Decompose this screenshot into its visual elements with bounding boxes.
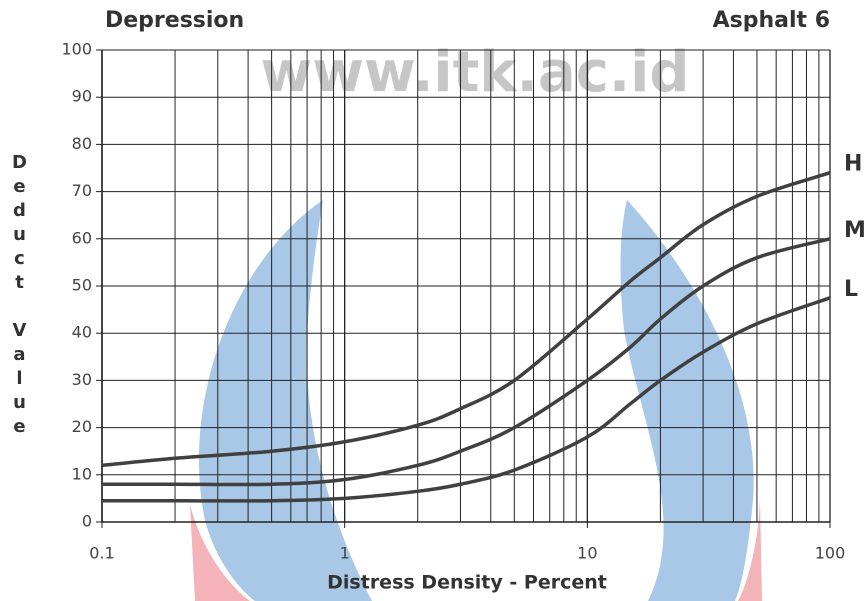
- y-tick-label: 100: [61, 40, 92, 59]
- y-tick-label: 20: [72, 417, 92, 436]
- y-tick-label: 70: [72, 181, 92, 200]
- y-tick-label: 40: [72, 323, 92, 342]
- chart-subtitle: Asphalt 6: [713, 8, 830, 33]
- x-tick-label: 0.1: [89, 544, 114, 563]
- series-label: L: [844, 277, 858, 302]
- chart: www.itk.ac.id Depression Asphalt 6 Distr…: [0, 0, 868, 601]
- series-label: M: [844, 218, 866, 243]
- y-tick-label: 10: [72, 464, 92, 483]
- x-tick-label: 10: [577, 544, 597, 563]
- chart-title: Depression: [105, 8, 244, 33]
- y-tick-label: 80: [72, 134, 92, 153]
- y-tick-label: 30: [72, 370, 92, 389]
- x-tick-label: 100: [815, 544, 846, 563]
- x-axis-label: Distress Density - Percent: [327, 572, 607, 594]
- series-label: H: [844, 152, 862, 177]
- y-tick-label: 0: [82, 512, 92, 531]
- page: {"chart_data": {"type": "line", "title":…: [0, 0, 868, 601]
- y-axis-label: Deduct Value: [9, 152, 29, 440]
- x-tick-label: 1: [340, 544, 350, 563]
- y-tick-label: 90: [72, 87, 92, 106]
- logo-shape: [199, 200, 372, 601]
- y-tick-label: 50: [72, 276, 92, 295]
- y-tick-label: 60: [72, 228, 92, 247]
